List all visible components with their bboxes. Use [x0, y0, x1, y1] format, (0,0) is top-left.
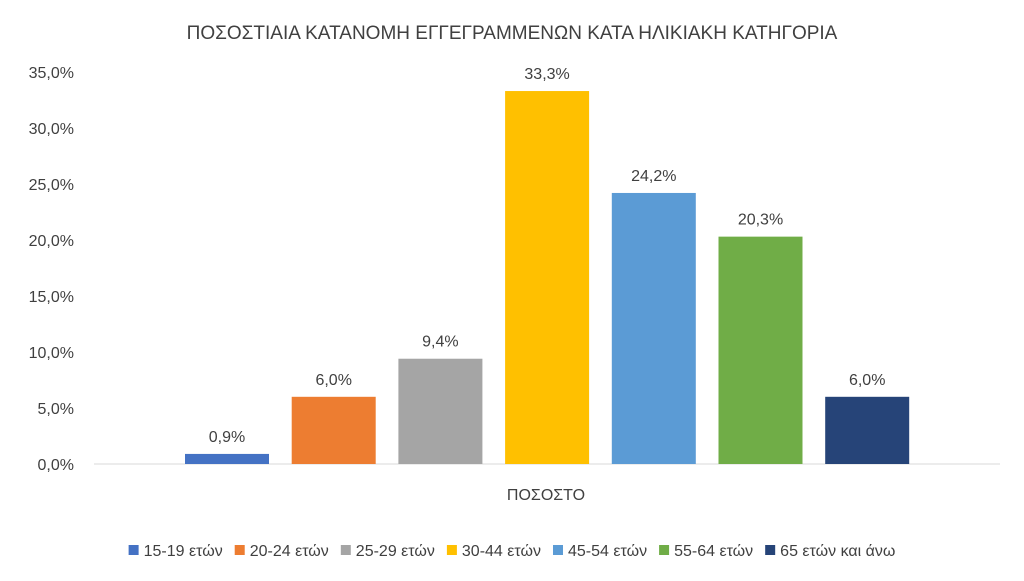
legend-label: 45-54 ετών	[568, 543, 647, 560]
bar	[505, 91, 590, 464]
legend-label: 30-44 ετών	[462, 543, 541, 560]
y-tick-label: 10,0%	[29, 345, 74, 362]
legend-swatch	[234, 545, 245, 555]
data-label: 0,9%	[209, 429, 245, 446]
legend-label: 25-29 ετών	[356, 543, 435, 560]
legend-label: 15-19 ετών	[144, 543, 223, 560]
y-tick-label: 0,0%	[38, 457, 74, 474]
data-labels: 0,9% 6,0% 9,4% 33,3% 24,2% 20,3% 6,0%	[209, 66, 886, 446]
legend-item[interactable]: 55-64 ετών	[659, 543, 753, 560]
legend-swatch	[446, 545, 457, 555]
bar	[611, 192, 696, 464]
y-axis-ticks: 0,0% 5,0% 10,0% 15,0% 20,0% 25,0% 30,0% 35,0%	[29, 65, 74, 474]
legend-swatch	[128, 545, 139, 555]
legend-swatch	[659, 545, 670, 555]
data-label: 24,2%	[631, 168, 676, 185]
y-tick-label: 35,0%	[29, 65, 74, 82]
chart-title: ΠΟΣΟΣΤΙΑΙΑ ΚΑΤΑΝΟΜΗ ΕΓΓΕΓΡΑΜΜΕΝΩΝ ΚΑΤΑ Η…	[187, 23, 838, 44]
legend-swatch	[765, 545, 776, 555]
y-tick-label: 15,0%	[29, 289, 74, 306]
bar	[291, 396, 376, 464]
legend-item[interactable]: 45-54 ετών	[552, 543, 647, 560]
data-label: 33,3%	[524, 66, 569, 83]
legend[interactable]: 15-19 ετών 20-24 ετών 25-29 ετών 30-44 ετών…	[128, 543, 896, 560]
y-tick-label: 30,0%	[29, 121, 74, 138]
y-tick-label: 25,0%	[29, 177, 74, 194]
y-tick-label: 5,0%	[38, 401, 74, 418]
data-label: 6,0%	[315, 372, 351, 389]
bar	[825, 396, 910, 464]
y-tick-label: 20,0%	[29, 233, 74, 250]
bar	[398, 358, 483, 464]
legend-item[interactable]: 25-29 ετών	[340, 543, 435, 560]
legend-item[interactable]: 15-19 ετών	[128, 543, 223, 560]
data-label: 20,3%	[738, 212, 783, 229]
legend-label: 55-64 ετών	[674, 543, 753, 560]
bars	[185, 91, 910, 464]
legend-item[interactable]: 30-44 ετών	[446, 543, 541, 560]
legend-swatch	[340, 545, 351, 555]
legend-item[interactable]: 65 ετών και άνω	[765, 543, 895, 560]
bar	[185, 453, 269, 464]
legend-item[interactable]: 20-24 ετών	[234, 543, 329, 560]
data-label: 6,0%	[849, 372, 885, 389]
bar	[718, 236, 803, 464]
legend-label: 20-24 ετών	[250, 543, 329, 560]
legend-swatch	[552, 545, 563, 555]
legend-label: 65 ετών και άνω	[780, 543, 895, 560]
data-label: 9,4%	[422, 334, 458, 351]
category-label: ΠΟΣΟΣΤΟ	[507, 487, 585, 504]
